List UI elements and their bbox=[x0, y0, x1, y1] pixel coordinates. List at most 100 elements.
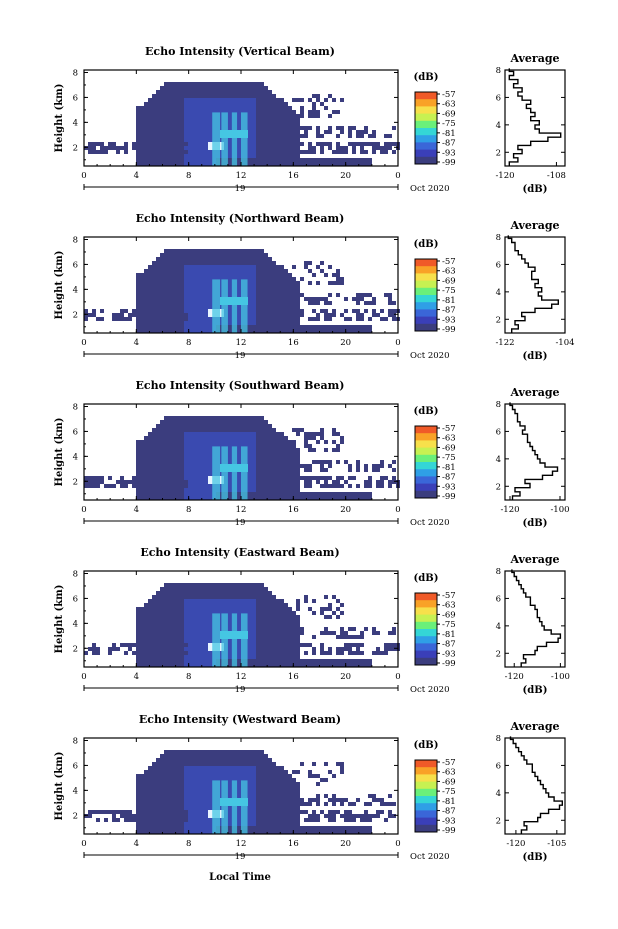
x-tick-label: 8 bbox=[186, 338, 191, 348]
echo-streak bbox=[241, 780, 248, 834]
profile-x-tick-label: -122 bbox=[495, 338, 514, 348]
colorbar-segment bbox=[415, 760, 437, 768]
x-tick-label: 0 bbox=[395, 839, 400, 849]
echo-streak bbox=[231, 279, 238, 333]
echo-streak bbox=[221, 112, 228, 166]
profile-y-tick-label: 4 bbox=[496, 455, 501, 465]
profile-y-tick-label: 8 bbox=[496, 567, 501, 577]
colorbar-tick-label: -99 bbox=[442, 659, 456, 669]
profile-y-tick-label: 8 bbox=[496, 734, 501, 744]
profile-y-tick-label: 4 bbox=[496, 288, 501, 298]
date-day-label: 19 bbox=[235, 184, 246, 194]
x-tick-label: 20 bbox=[340, 839, 351, 849]
y-axis-label: Height (km) bbox=[54, 251, 65, 320]
colorbar-segment bbox=[415, 113, 437, 122]
x-tick-label: 4 bbox=[134, 338, 139, 348]
beam-panel-4: Echo Intensity (Westward Beam) Height (km… bbox=[54, 713, 566, 863]
colorbar-frame bbox=[414, 91, 438, 165]
beam-panel-1: Echo Intensity (Northward Beam) Height (k… bbox=[54, 212, 575, 362]
panel-title: Echo Intensity (Vertical Beam) bbox=[145, 45, 335, 58]
colorbar-segment bbox=[415, 316, 437, 325]
y-tick-label: 6 bbox=[73, 594, 78, 604]
x-tick-label: 16 bbox=[288, 338, 299, 348]
profile-y-tick-label: 4 bbox=[496, 789, 501, 799]
y-tick-label: 2 bbox=[73, 477, 78, 487]
profile-title: Average bbox=[509, 553, 559, 566]
colorbar-tick-label: -69 bbox=[442, 610, 456, 620]
echo-streak bbox=[241, 613, 248, 667]
colorbar-tick-label: -87 bbox=[442, 473, 456, 483]
colorbar-tick-label: -87 bbox=[442, 807, 456, 817]
colorbar-segment bbox=[415, 476, 437, 484]
colorbar-segment bbox=[415, 135, 437, 143]
colorbar-tick-label: -87 bbox=[442, 640, 456, 650]
colorbar-tick-label: -75 bbox=[442, 119, 456, 129]
colorbar-tick-label: -87 bbox=[442, 306, 456, 316]
beam-panel-2: Echo Intensity (Southward Beam) Height (k… bbox=[54, 379, 570, 529]
profile-line bbox=[508, 68, 562, 166]
colorbar-segment bbox=[415, 128, 437, 136]
colorbar-segment bbox=[415, 469, 437, 477]
profile-title: Average bbox=[509, 52, 559, 65]
echo-streak bbox=[221, 780, 228, 834]
colorbar-tick-label: -75 bbox=[442, 620, 456, 630]
colorbar-tick-label: -63 bbox=[442, 434, 456, 444]
colorbar-segment bbox=[415, 433, 437, 441]
profile-y-tick-label: 6 bbox=[496, 594, 501, 604]
colorbar-segment bbox=[415, 774, 437, 782]
colorbar-segment bbox=[415, 295, 437, 303]
x-tick-label: 20 bbox=[340, 505, 351, 515]
x-tick-label: 4 bbox=[134, 839, 139, 849]
x-tick-label: 8 bbox=[186, 672, 191, 682]
colorbar-segment bbox=[415, 323, 437, 332]
profile-y-tick-label: 2 bbox=[496, 148, 501, 158]
echo-streak bbox=[212, 613, 221, 667]
heatmap-cells bbox=[84, 249, 400, 333]
colorbar-tick-label: -63 bbox=[442, 768, 456, 778]
colorbar-tick-label: -81 bbox=[442, 463, 456, 473]
colorbar-unit: (dB) bbox=[414, 573, 439, 584]
echo-streak bbox=[221, 279, 228, 333]
profile-y-tick-label: 4 bbox=[496, 622, 501, 632]
y-tick-label: 6 bbox=[73, 260, 78, 270]
profile-x-label: (dB) bbox=[523, 351, 548, 362]
echo-streak bbox=[241, 279, 248, 333]
profile-x-tick-label: -120 bbox=[495, 171, 514, 181]
echo-streak bbox=[212, 446, 221, 500]
panel-title: Echo Intensity (Northward Beam) bbox=[136, 212, 345, 225]
colorbar-frame bbox=[414, 759, 438, 833]
profile-y-tick-label: 6 bbox=[496, 93, 501, 103]
y-tick-label: 4 bbox=[73, 285, 78, 295]
date-day-label: 19 bbox=[235, 351, 246, 361]
y-tick-label: 8 bbox=[73, 569, 78, 579]
colorbar-tick-label: -99 bbox=[442, 158, 456, 168]
x-tick-label: 12 bbox=[236, 839, 247, 849]
profile-line bbox=[507, 235, 559, 333]
y-tick-label: 8 bbox=[73, 235, 78, 245]
colorbar-tick-label: -93 bbox=[442, 148, 456, 158]
x-axis-label: Local Time bbox=[209, 872, 271, 883]
colorbar-tick-label: -87 bbox=[442, 139, 456, 149]
colorbar-segment bbox=[415, 657, 437, 666]
profile-x-tick-label: -108 bbox=[547, 171, 566, 181]
colorbar-segment bbox=[415, 440, 437, 448]
colorbar-tick-label: -57 bbox=[442, 591, 456, 601]
colorbar-tick-label: -63 bbox=[442, 601, 456, 611]
profile-x-tick-label: -100 bbox=[551, 672, 570, 682]
colorbar-segment bbox=[415, 824, 437, 833]
y-tick-label: 6 bbox=[73, 761, 78, 771]
x-tick-label: 0 bbox=[81, 338, 86, 348]
y-tick-label: 2 bbox=[73, 310, 78, 320]
y-tick-label: 4 bbox=[73, 786, 78, 796]
x-tick-label: 8 bbox=[186, 505, 191, 515]
profile-title: Average bbox=[509, 720, 559, 733]
colorbar-tick-label: -93 bbox=[442, 649, 456, 659]
colorbar-segment bbox=[415, 621, 437, 630]
heatmap-cells bbox=[84, 583, 400, 667]
colorbar-tick-label: -57 bbox=[442, 758, 456, 768]
profile-x-label: (dB) bbox=[523, 518, 548, 529]
profile-title: Average bbox=[509, 219, 559, 232]
profile-y-tick-label: 8 bbox=[496, 233, 501, 243]
colorbar-segment bbox=[415, 781, 437, 790]
